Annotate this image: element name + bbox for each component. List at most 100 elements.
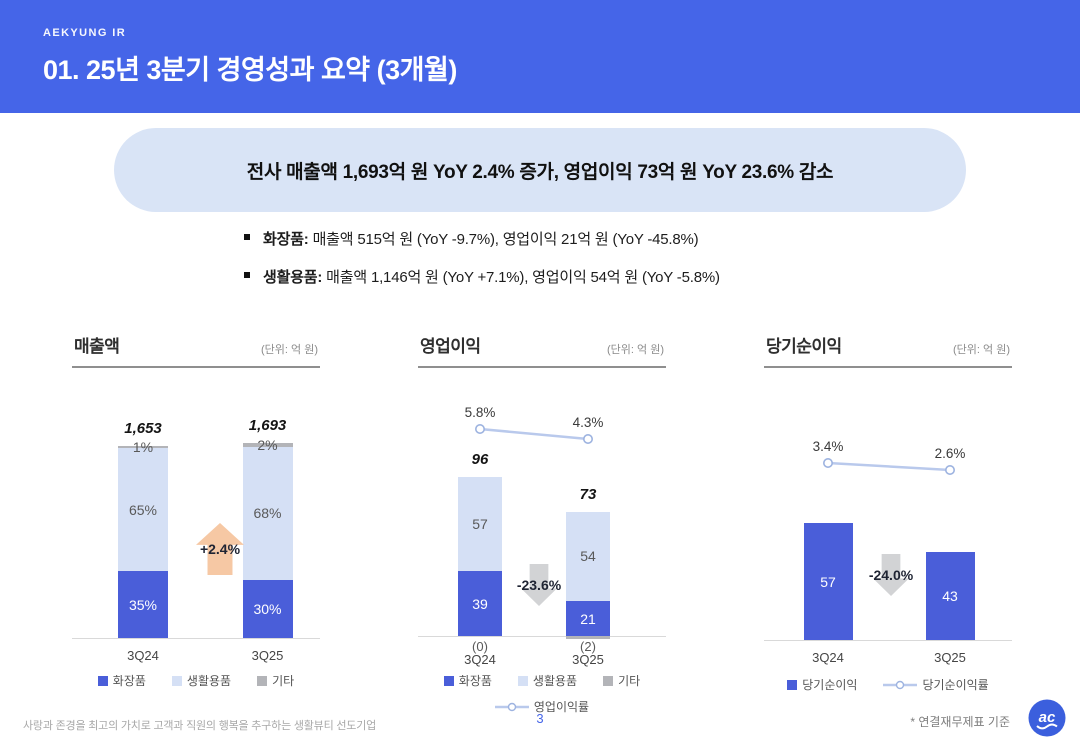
bullet-text: 매출액 1,146억 원 (YoY +7.1%), 영업이익 54억 원 (Yo… <box>322 269 720 286</box>
legend-label: 화장품 <box>458 674 492 688</box>
legend-swatch-icon <box>603 675 614 686</box>
footer-footnote: * 연결재무제표 기준 <box>910 715 1010 729</box>
bar-segment <box>118 447 168 572</box>
legend-label: 당기순이익률 <box>922 678 989 692</box>
bar-segment-label: 30% <box>253 600 282 617</box>
bar-total-label: 96 <box>471 450 489 468</box>
bar-total-label: 1,693 <box>248 417 287 435</box>
bar-category-label: 3Q25 <box>572 652 604 667</box>
bar-segment <box>566 601 610 636</box>
bar-segment-label: 65% <box>128 501 158 518</box>
bullet-label: 생활용품: <box>263 269 323 286</box>
bar-segment-label: 54 <box>580 548 596 565</box>
bar-segment-label: 21 <box>580 610 596 627</box>
chart-header: 매출액 (단위: 억 원) <box>72 330 320 368</box>
trend-point-label: 2.6% <box>934 446 966 461</box>
legend-row: 당기순이익 당기순이익률 <box>764 676 1012 693</box>
legend-swatch-icon <box>517 675 528 686</box>
legend-label: 기타 <box>272 674 295 688</box>
axis-line <box>72 638 320 639</box>
bullet-square-icon <box>244 234 250 240</box>
legend-item: 기타 <box>257 672 294 689</box>
bar-segment <box>458 476 502 572</box>
summary-bullets: 화장품: 매출액 515억 원 (YoY -9.7%), 영업이익 21억 원 … <box>244 228 720 304</box>
legend-row: 화장품 생활용품 기타 <box>418 672 666 689</box>
trend-marker-icon <box>822 458 833 469</box>
bar-segment <box>458 571 502 636</box>
trend-point-label: 3.4% <box>812 439 844 454</box>
trend-line <box>474 424 594 445</box>
line-legend-icon <box>883 680 918 689</box>
bar-segment-label: (0) <box>472 639 488 654</box>
legend-item: 생활용품 <box>171 672 231 689</box>
bar-segment-label: 1% <box>132 438 154 455</box>
bullet-cosmetics: 화장품: 매출액 515억 원 (YoY -9.7%), 영업이익 21억 원 … <box>244 228 720 249</box>
yoy-delta-label: +2.4% <box>199 541 241 557</box>
trend-point-label: 5.8% <box>464 405 496 420</box>
bar-segment <box>242 443 293 448</box>
chart-title: 당기순이익 <box>766 337 842 356</box>
yoy-delta-label: -24.0% <box>868 567 914 583</box>
chart-title: 영업이익 <box>420 337 481 356</box>
bar-segment <box>118 571 168 638</box>
axis-line <box>764 640 1012 641</box>
chart-header: 당기순이익 (단위: 억 원) <box>764 330 1012 368</box>
bar-category-label: 3Q24 <box>812 650 844 665</box>
bar-category-label: 3Q25 <box>934 650 966 665</box>
legend-swatch-icon <box>443 675 454 686</box>
trend-marker-icon <box>474 424 485 435</box>
trend-marker-icon <box>945 465 956 476</box>
legend-item: 당기순이익률 <box>883 676 989 693</box>
summary-headline: 전사 매출액 1,693억 원 YoY 2.4% 증가, 영업이익 73억 원 … <box>246 161 834 183</box>
legend-item: 당기순이익 <box>787 676 857 693</box>
bar-category-label: 3Q24 <box>127 648 159 663</box>
logo-text: ac <box>1039 709 1056 726</box>
legend-item: 생활용품 <box>517 672 578 689</box>
legend-swatch-icon <box>97 675 108 686</box>
legend-item: 영업이익률 <box>494 698 590 715</box>
chart-title: 매출액 <box>74 337 120 356</box>
bar-segment <box>242 579 293 638</box>
header-banner: AEKYUNG IR 01. 25년 3분기 경영성과 요약 (3개월) <box>0 0 1080 113</box>
aekyung-logo-icon: ac <box>1028 699 1066 737</box>
bullet-square-icon <box>244 272 250 278</box>
bar-segment-label: (2) <box>580 639 596 654</box>
summary-banner: 전사 매출액 1,693억 원 YoY 2.4% 증가, 영업이익 73억 원 … <box>114 128 966 212</box>
line-legend-icon <box>494 702 529 711</box>
chart-plot-area: 57 3Q24 43 3Q25 -24.0% 3.4% 2.6% 당기순이익 당기순이익률 <box>764 330 1012 730</box>
bar-segment <box>925 551 975 640</box>
legend-swatch-icon <box>171 675 182 686</box>
legend-label: 생활용품 <box>532 674 578 688</box>
legend-item: 기타 <box>603 672 640 689</box>
bar-segment <box>118 445 168 448</box>
bullet-text: 매출액 515억 원 (YoY -9.7%), 영업이익 21억 원 (YoY … <box>308 231 699 248</box>
bullet-household: 생활용품: 매출액 1,146억 원 (YoY +7.1%), 영업이익 54억… <box>244 266 720 287</box>
axis-line <box>418 636 666 637</box>
bar-category-label: 3Q24 <box>464 652 496 667</box>
bullet-label: 화장품: <box>263 231 309 248</box>
legend-item: 화장품 <box>443 672 492 689</box>
aekyung-logo: ac <box>1028 699 1066 737</box>
bar-category-label: 3Q25 <box>251 648 284 663</box>
bar-segment <box>566 511 610 602</box>
bar-segment <box>803 523 853 640</box>
bar-segment <box>242 447 293 580</box>
legend-label: 영업이익률 <box>533 700 590 714</box>
trend-marker-icon <box>583 434 594 445</box>
chart-unit-label: (단위: 억 원) <box>953 344 1010 356</box>
bar-total-label: 73 <box>579 485 597 503</box>
page-title: 01. 25년 3분기 경영성과 요약 (3개월) <box>43 55 457 85</box>
bar-segment-label: 57 <box>472 515 488 532</box>
bar-segment-label: 35% <box>128 596 158 613</box>
trend-line <box>822 458 956 476</box>
bar-segment-label: 2% <box>257 437 278 454</box>
bar-segment-label: 43 <box>942 587 958 604</box>
chart-unit-label: (단위: 억 원) <box>607 344 664 356</box>
chart-plot-area: 39 57 (0) 96 3Q24 21 54 (2) 73 3Q25 -23.6% 5.8% 4.3%… <box>418 330 666 730</box>
yoy-delta-label: -23.6% <box>516 577 562 593</box>
bar-segment-label: 57 <box>820 573 836 590</box>
legend-label: 기타 <box>618 674 641 688</box>
legend-swatch-icon <box>257 675 268 686</box>
legend-row: 화장품 생활용품 기타 <box>72 672 320 689</box>
